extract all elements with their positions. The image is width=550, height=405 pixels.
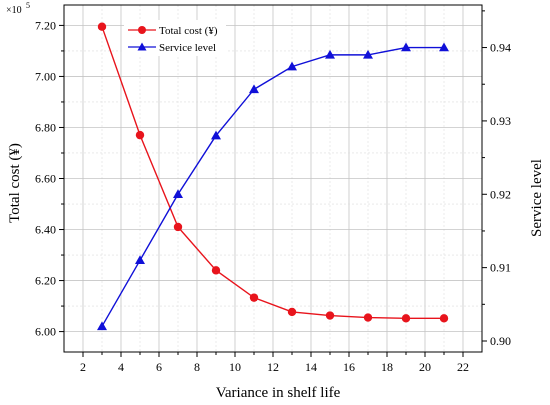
x-tick-label: 10 <box>229 360 241 374</box>
legend-marker-cost <box>138 26 146 34</box>
x-axis-title: Variance in shelf life <box>216 385 341 401</box>
left-tick-label: 7.20 <box>35 18 56 32</box>
cost-point <box>363 313 373 322</box>
left-tick-label: 6.40 <box>35 223 56 237</box>
left-tick-label: 6.80 <box>35 120 56 134</box>
cost-point <box>97 22 107 31</box>
service-point <box>249 84 259 94</box>
cost-point <box>325 311 335 320</box>
right-tick-label: 0.94 <box>490 41 511 55</box>
left-tick-label: 6.20 <box>35 274 56 288</box>
legend-marker-service <box>137 42 147 51</box>
right-tick-label: 0.92 <box>490 187 511 201</box>
cost-point <box>287 307 297 317</box>
service-point <box>439 42 449 52</box>
x-tick-label: 8 <box>194 360 200 374</box>
service-point <box>401 42 411 52</box>
x-tick-label: 22 <box>457 360 469 374</box>
left-multiplier-exp: 5 <box>26 1 30 10</box>
x-tick-label: 12 <box>267 360 279 374</box>
right-axis-title: Service level <box>529 159 545 237</box>
series-line-service <box>101 46 444 327</box>
left-multiplier-base: ×10 <box>6 5 22 16</box>
service-point <box>173 189 183 199</box>
x-tick-label: 2 <box>80 360 86 374</box>
right-tick-label: 0.91 <box>490 261 511 275</box>
cost-point <box>439 314 449 323</box>
series-line-cost <box>101 26 444 320</box>
service-point <box>287 61 297 71</box>
axes: 2 4 6 8 10 12 14 16 18 20 22 6.00 6.20 6.40 6.60 6.80 7.… <box>35 10 511 374</box>
cost-point <box>135 130 145 140</box>
right-tick-label: 0.93 <box>490 114 511 128</box>
cost-point <box>211 266 221 275</box>
x-tick-label: 14 <box>305 360 317 374</box>
legend: Total cost (¥) Service level <box>124 20 226 56</box>
series-layer <box>97 22 449 331</box>
right-tick-label: 0.90 <box>490 334 511 348</box>
left-tick-label: 6.00 <box>35 325 56 339</box>
service-point <box>135 255 145 265</box>
service-point <box>97 321 107 331</box>
legend-label-service: Service level <box>159 42 216 54</box>
left-axis-title: Total cost (¥) <box>7 143 23 223</box>
service-point <box>325 49 335 59</box>
cost-point <box>249 293 259 302</box>
left-tick-label: 7.00 <box>35 69 56 83</box>
x-tick-label: 16 <box>343 360 355 374</box>
left-tick-label: 6.60 <box>35 172 56 186</box>
x-tick-label: 20 <box>419 360 431 374</box>
x-tick-label: 18 <box>381 360 393 374</box>
gridlines <box>64 5 482 352</box>
service-point <box>211 130 221 140</box>
service-point <box>363 49 373 59</box>
legend-label-cost: Total cost (¥) <box>159 25 218 37</box>
x-tick-label: 4 <box>118 360 124 374</box>
cost-point <box>173 222 183 232</box>
left-multiplier: ×10 5 <box>6 1 30 16</box>
cost-point <box>401 314 411 323</box>
x-tick-label: 6 <box>156 360 162 374</box>
